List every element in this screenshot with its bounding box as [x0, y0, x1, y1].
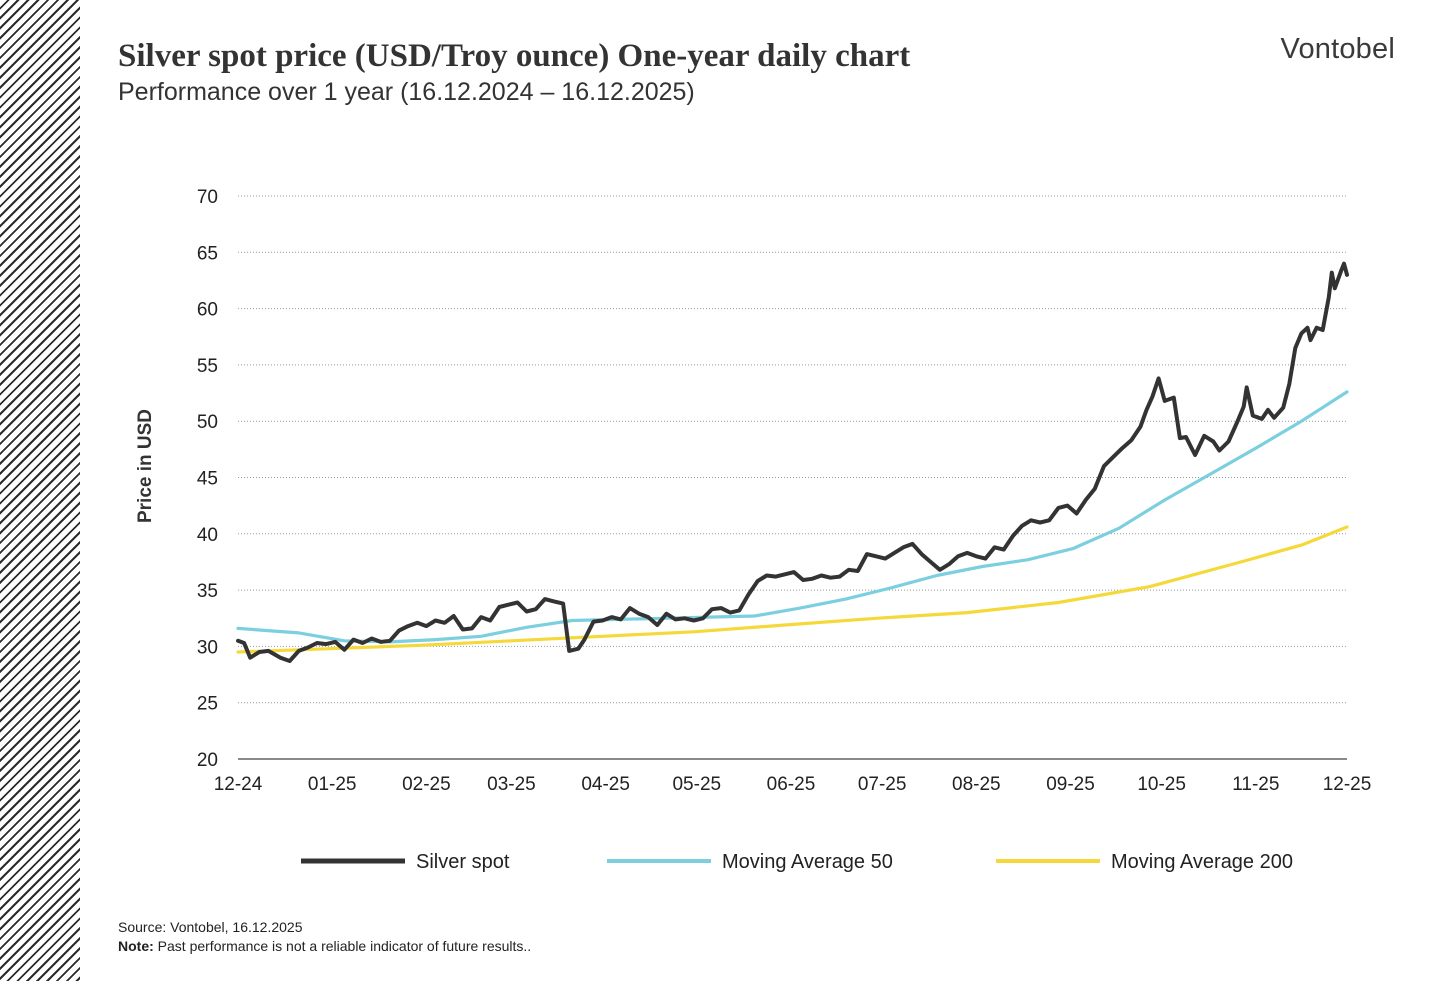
x-tick-label: 07-25	[858, 774, 907, 795]
x-tick-label: 05-25	[672, 774, 721, 795]
hatched-side-band	[0, 0, 80, 981]
x-tick-label: 03-25	[487, 774, 536, 795]
y-tick-label: 65	[197, 243, 218, 264]
x-tick-label: 02-25	[402, 774, 451, 795]
y-axis-label: Price in USD	[135, 409, 156, 523]
y-tick-label: 70	[197, 187, 218, 208]
legend-label: Moving Average 50	[722, 851, 893, 873]
x-tick-label: 06-25	[767, 774, 816, 795]
y-tick-label: 25	[197, 694, 218, 715]
chart-subtitle: Performance over 1 year (16.12.2024 – 16…	[118, 78, 695, 106]
y-tick-label: 50	[197, 412, 218, 433]
x-tick-label: 01-25	[308, 774, 357, 795]
y-tick-label: 35	[197, 581, 218, 602]
note-label: Note:	[118, 938, 154, 954]
x-tick-label: 12-24	[214, 774, 263, 795]
legend-label: Moving Average 200	[1111, 851, 1293, 873]
source-note: Source: Vontobel, 16.12.2025	[118, 919, 303, 935]
series-line-moving-average-200	[236, 525, 1349, 654]
note-text: Past performance is not a reliable indic…	[153, 938, 532, 954]
legend-label: Silver spot	[416, 851, 510, 873]
x-tick-label: 09-25	[1046, 774, 1095, 795]
disclaimer: Note: Past performance is not a reliable…	[118, 937, 531, 956]
x-tick-label: 08-25	[952, 774, 1001, 795]
x-tick-label: 10-25	[1137, 774, 1186, 795]
x-tick-label: 12-25	[1323, 774, 1372, 795]
footer: Source: Vontobel, 16.12.2025 Note: Past …	[118, 918, 531, 956]
line-chart: 20 25 30 35 40 45 50 55 60 65 70 12-24 01-25 02-25 03-…	[135, 187, 1372, 873]
series-line-moving-average-50	[236, 390, 1349, 644]
y-tick-label: 60	[197, 300, 218, 321]
y-tick-label: 55	[197, 356, 218, 377]
vontobel-logo: Vontobel	[1280, 33, 1395, 65]
x-tick-label: 11-25	[1232, 774, 1279, 795]
chart-title: Silver spot price (USD/Troy ounce) One-y…	[118, 38, 911, 74]
y-tick-label: 45	[197, 469, 218, 490]
y-tick-label: 40	[197, 525, 218, 546]
series-line-silver-spot	[236, 261, 1349, 663]
x-tick-label: 04-25	[581, 774, 630, 795]
y-tick-label: 30	[197, 637, 218, 658]
y-tick-label: 20	[197, 750, 218, 771]
